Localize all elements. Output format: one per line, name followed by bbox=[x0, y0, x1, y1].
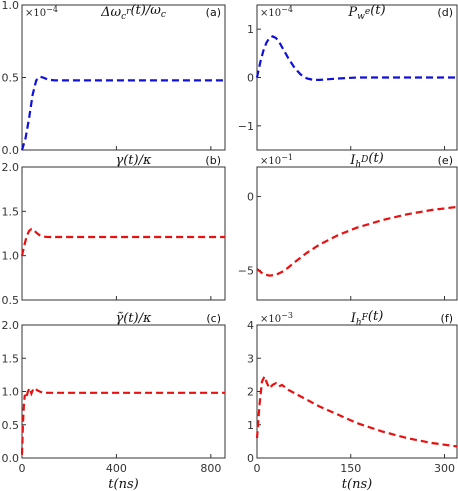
y-tick-label-b: 1.5 bbox=[2, 205, 20, 218]
scale-label-a: ×10−4 bbox=[25, 5, 58, 19]
plot-frame-a bbox=[21, 4, 226, 151]
y-tick-label-b: 1.0 bbox=[2, 250, 20, 263]
y-tick-label-e: 0 bbox=[247, 191, 254, 204]
series-line-f bbox=[255, 373, 458, 448]
y-tick-label-c: 0.5 bbox=[2, 419, 20, 432]
x-tick-label-f: 0 bbox=[254, 462, 261, 475]
panel-title-f: IhF(t) bbox=[350, 309, 384, 328]
chart-panel-b: 0.5 1.0 1.5 2.0 γ(t)/κ (b) bbox=[2, 153, 226, 307]
y-tick-label-d: −1 bbox=[238, 120, 254, 133]
scale-label-f: ×10−3 bbox=[260, 311, 293, 325]
y-tick-label-f: 3 bbox=[247, 352, 254, 365]
series-line-e bbox=[256, 205, 458, 277]
chart-panel-a: 0.0 0.5 1.0 Δωcr(t)/ωc (a) ×10−4 bbox=[2, 0, 226, 157]
y-tick-label-a: 0.5 bbox=[2, 72, 20, 85]
plot-frame-b bbox=[21, 166, 226, 301]
scale-label-d: ×10−4 bbox=[260, 5, 293, 19]
panel-tag-e: (e) bbox=[438, 154, 453, 167]
y-tick-label-c: 1.5 bbox=[2, 352, 20, 365]
x-axis-label-f: t(ns) bbox=[342, 477, 372, 491]
y-tick-label-d: 0 bbox=[247, 72, 254, 85]
panel-title-e: IhD(t) bbox=[349, 151, 384, 170]
y-tick-label-b: 2.0 bbox=[2, 161, 20, 174]
x-tick-label-f: 300 bbox=[434, 462, 455, 475]
series-line-a bbox=[20, 75, 225, 151]
x-tick-label-c: 800 bbox=[200, 462, 221, 475]
panel-title-d: Pwe(t) bbox=[347, 3, 385, 22]
plot-frame-e bbox=[256, 166, 458, 301]
panel-tag-b: (b) bbox=[205, 154, 221, 167]
y-tick-label-f: 2 bbox=[247, 386, 254, 399]
chart-panel-f: 0 1 2 3 4 0 150 300 IhF(t) (f) ×10−3 t(ns) bbox=[247, 309, 458, 491]
y-tick-label-f: 4 bbox=[247, 319, 254, 332]
y-tick-label-c: 2.0 bbox=[2, 319, 20, 332]
y-tick-label-f: 0 bbox=[247, 452, 254, 465]
chart-panel-c: 0.0 0.5 1.0 1.5 2.0 0 400 800 γ̃(t)/κ (c) t(ns) bbox=[2, 311, 226, 491]
x-tick-label-f: 150 bbox=[340, 462, 361, 475]
panel-title-c: γ̃(t)/κ bbox=[115, 311, 152, 326]
y-tick-label-c: 0.0 bbox=[2, 452, 20, 465]
series-line-d bbox=[255, 35, 457, 81]
y-tick-label-e: −5 bbox=[238, 264, 254, 277]
plot-frame-f bbox=[256, 324, 458, 459]
y-tick-label-c: 1.0 bbox=[2, 386, 20, 399]
scale-label-e: ×10−1 bbox=[260, 153, 293, 167]
y-tick-label-a: 1.0 bbox=[2, 0, 20, 12]
y-tick-label-f: 1 bbox=[247, 419, 254, 432]
series-line-c bbox=[20, 385, 225, 455]
series-line-b bbox=[20, 227, 225, 256]
panel-title-a: Δωcr(t)/ωc bbox=[100, 3, 166, 22]
x-tick-label-c: 400 bbox=[106, 462, 127, 475]
x-tick-label-c: 0 bbox=[19, 462, 26, 475]
y-tick-label-a: 0.0 bbox=[2, 144, 20, 157]
y-tick-label-d: 1 bbox=[247, 23, 254, 36]
y-tick-label-b: 0.5 bbox=[2, 294, 20, 307]
panel-title-b: γ(t)/κ bbox=[115, 153, 152, 168]
panel-tag-f: (f) bbox=[441, 312, 453, 325]
x-axis-label-c: t(ns) bbox=[108, 477, 138, 491]
panel-tag-a: (a) bbox=[206, 6, 221, 19]
plot-frame-c bbox=[21, 324, 226, 459]
chart-panel-d: −1 0 1 Pwe(t) (d) ×10−4 bbox=[238, 3, 458, 151]
panel-tag-c: (c) bbox=[206, 312, 221, 325]
panel-tag-d: (d) bbox=[437, 6, 453, 19]
chart-panel-e: −5 0 IhD(t) (e) ×10−1 bbox=[238, 151, 458, 301]
